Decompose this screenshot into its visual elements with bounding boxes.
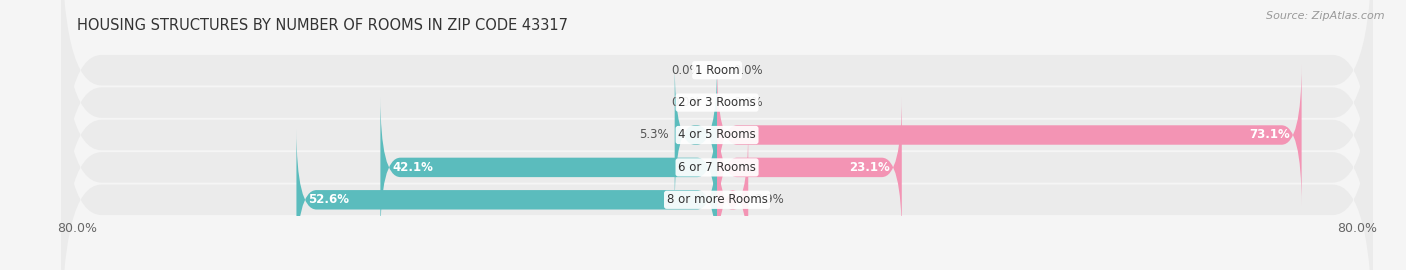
Text: 2 or 3 Rooms: 2 or 3 Rooms <box>678 96 756 109</box>
Text: 73.1%: 73.1% <box>1249 129 1289 141</box>
Text: 6 or 7 Rooms: 6 or 7 Rooms <box>678 161 756 174</box>
Text: 1 Room: 1 Room <box>695 64 740 77</box>
Text: 52.6%: 52.6% <box>308 193 350 206</box>
FancyBboxPatch shape <box>381 96 717 239</box>
Text: 23.1%: 23.1% <box>849 161 890 174</box>
FancyBboxPatch shape <box>717 64 1302 206</box>
Text: 0.0%: 0.0% <box>733 96 762 109</box>
Text: 3.9%: 3.9% <box>755 193 785 206</box>
Text: 8 or more Rooms: 8 or more Rooms <box>666 193 768 206</box>
FancyBboxPatch shape <box>675 64 717 206</box>
FancyBboxPatch shape <box>717 129 748 270</box>
FancyBboxPatch shape <box>297 129 717 270</box>
FancyBboxPatch shape <box>62 53 1372 270</box>
Text: 5.3%: 5.3% <box>638 129 668 141</box>
Text: Source: ZipAtlas.com: Source: ZipAtlas.com <box>1267 11 1385 21</box>
FancyBboxPatch shape <box>62 0 1372 217</box>
Text: 42.1%: 42.1% <box>392 161 433 174</box>
FancyBboxPatch shape <box>62 0 1372 270</box>
Text: 0.0%: 0.0% <box>672 96 702 109</box>
FancyBboxPatch shape <box>62 21 1372 270</box>
Text: 4 or 5 Rooms: 4 or 5 Rooms <box>678 129 756 141</box>
FancyBboxPatch shape <box>717 96 901 239</box>
Text: HOUSING STRUCTURES BY NUMBER OF ROOMS IN ZIP CODE 43317: HOUSING STRUCTURES BY NUMBER OF ROOMS IN… <box>77 18 568 33</box>
FancyBboxPatch shape <box>62 0 1372 249</box>
Text: 0.0%: 0.0% <box>733 64 762 77</box>
Text: 0.0%: 0.0% <box>672 64 702 77</box>
